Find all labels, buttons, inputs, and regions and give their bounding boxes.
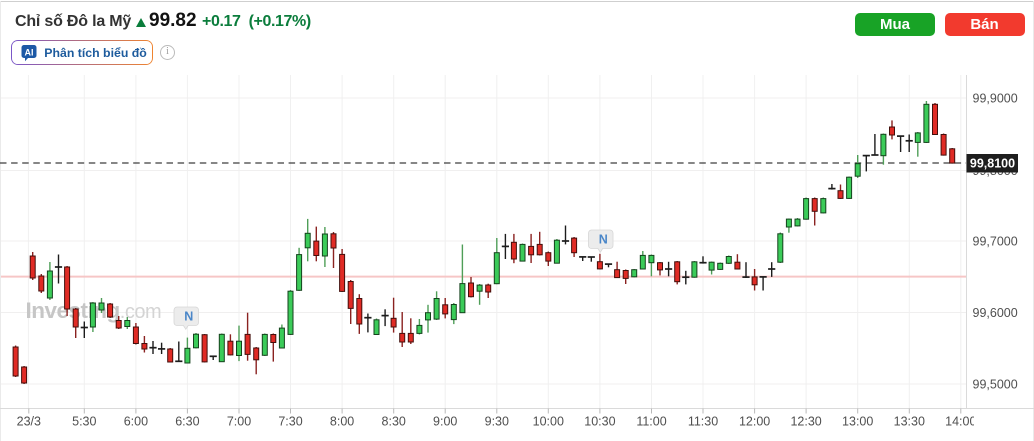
svg-text:99,6000: 99,6000 [973, 306, 1018, 320]
svg-text:99,8100: 99,8100 [970, 157, 1015, 171]
svg-text:7:30: 7:30 [278, 415, 302, 429]
svg-text:6:00: 6:00 [124, 415, 148, 429]
svg-text:5:30: 5:30 [72, 415, 96, 429]
svg-text:9:30: 9:30 [485, 415, 509, 429]
svg-text:99,5000: 99,5000 [973, 377, 1018, 391]
svg-text:N: N [599, 233, 608, 247]
svg-text:8:00: 8:00 [330, 415, 354, 429]
svg-text:12:00: 12:00 [739, 415, 770, 429]
svg-text:13:30: 13:30 [894, 415, 925, 429]
svg-text:11:00: 11:00 [636, 415, 666, 429]
svg-text:6:30: 6:30 [175, 415, 199, 429]
svg-text:99,7000: 99,7000 [973, 234, 1018, 248]
svg-text:8:30: 8:30 [382, 415, 406, 429]
svg-text:10:00: 10:00 [533, 415, 564, 429]
svg-text:7:00: 7:00 [227, 415, 251, 429]
svg-text:14:00: 14:00 [945, 415, 976, 429]
svg-text:13:00: 13:00 [842, 415, 873, 429]
svg-text:9:00: 9:00 [433, 415, 457, 429]
svg-text:AI: AI [25, 47, 34, 57]
svg-text:99,9000: 99,9000 [973, 91, 1018, 105]
svg-text:11:30: 11:30 [688, 415, 718, 429]
svg-text:12:30: 12:30 [790, 415, 821, 429]
svg-text:10:30: 10:30 [584, 415, 615, 429]
svg-text:N: N [184, 310, 193, 324]
svg-text:23/3: 23/3 [17, 415, 41, 429]
